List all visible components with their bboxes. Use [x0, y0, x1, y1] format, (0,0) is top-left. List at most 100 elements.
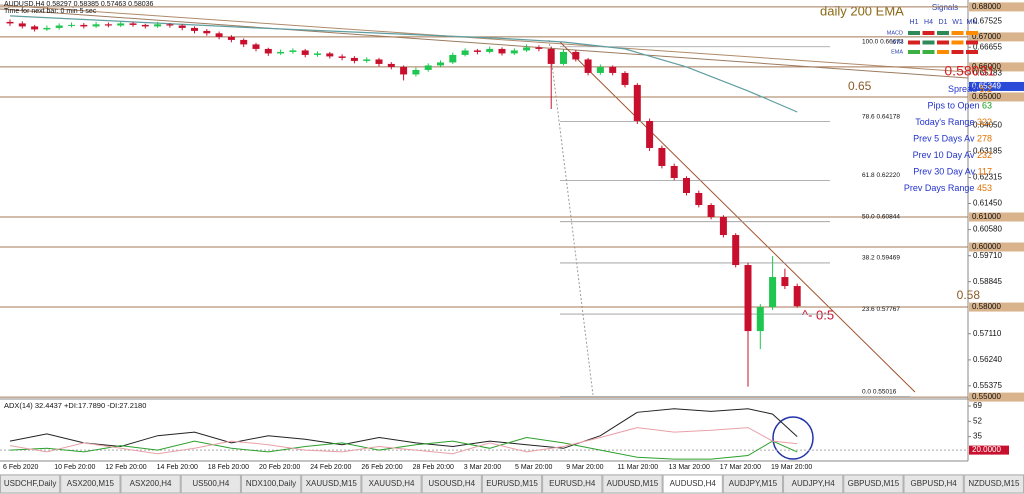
tab-label[interactable]: ASX200,M15 [67, 479, 115, 488]
candle-body [535, 47, 543, 49]
tab-background[interactable] [783, 474, 844, 494]
y-tick-label: 52 [973, 416, 982, 425]
signal-row: EMA [891, 49, 903, 55]
tab-background[interactable] [0, 474, 61, 494]
tab-background[interactable] [662, 474, 723, 494]
fib-label: 78.6 0.64178 [862, 113, 900, 120]
signal-cell [922, 40, 935, 45]
tab[interactable]: AUDUSD,M15 [602, 474, 663, 494]
candle-body [314, 53, 321, 55]
tab[interactable]: USDCHF,Daily [0, 474, 61, 494]
tab-label[interactable]: NDX100,Daily [246, 479, 296, 488]
signal-column: W1 [952, 19, 963, 26]
candle-body [670, 165, 678, 178]
tab[interactable]: AUDUSD,H4 [662, 474, 723, 494]
tab-background[interactable] [180, 474, 241, 494]
tab-label[interactable]: US500,H4 [192, 479, 229, 488]
level-box [969, 92, 1024, 102]
tab-label[interactable]: EURUSD,M15 [486, 479, 538, 488]
signal-cell [908, 40, 920, 45]
candle-body [547, 48, 555, 64]
tab-background[interactable] [542, 474, 603, 494]
tab[interactable]: AUDJPY,M15 [722, 474, 784, 494]
y-tick-label: 0.55375 [973, 381, 1002, 390]
tab-background[interactable] [120, 474, 181, 494]
level-label: 0.60000 [972, 242, 1001, 251]
candle-body [191, 27, 198, 31]
y-tick-label: 0.59710 [973, 251, 1002, 260]
candle-body [252, 44, 260, 49]
tab[interactable]: EURUSD,H4 [542, 474, 603, 494]
signal-cell [922, 31, 935, 35]
tab-label[interactable]: AUDUSD,M15 [607, 479, 659, 488]
tab[interactable]: ASX200,M15 [60, 474, 121, 494]
tab[interactable]: GBPUSD,M15 [843, 474, 904, 494]
level-box [969, 302, 1024, 312]
candle-body [461, 50, 469, 55]
tab-background[interactable] [240, 474, 302, 494]
candle-body [375, 59, 383, 64]
marker-label: 0.65349 [972, 82, 1001, 91]
info-row: Pips to Open 63 [927, 101, 992, 111]
tab[interactable]: US500,H4 [180, 474, 241, 494]
candle-body [289, 50, 297, 52]
y-tick-label: 0.56240 [973, 355, 1002, 364]
info-value: 322 [977, 117, 992, 127]
tab-label[interactable]: USOUSD,H4 [428, 479, 475, 488]
tab-label[interactable]: EURUSD,H4 [549, 479, 596, 488]
info-label: Prev 5 Days Av [913, 134, 975, 144]
signal-cell [937, 31, 949, 35]
candle-body [215, 33, 223, 37]
tab-background[interactable] [301, 474, 362, 494]
daily-ema-line [0, 4, 969, 73]
tab-label[interactable]: ASX200,H4 [130, 479, 172, 488]
tab-label[interactable]: USDCHF,Daily [4, 479, 56, 488]
candle-body [695, 192, 703, 206]
tab[interactable]: XAUUSD,M15 [301, 474, 362, 494]
tab[interactable]: EURUSD,M15 [481, 474, 543, 494]
tab-label[interactable]: AUDJPY,M15 [729, 479, 778, 488]
tab-label[interactable]: GBPUSD,H4 [911, 479, 958, 488]
tab-label[interactable]: NZDUSD,M15 [968, 479, 1020, 488]
tab[interactable]: AUDJPY,H4 [783, 474, 844, 494]
candle-body [683, 177, 690, 193]
level-box [969, 62, 1024, 72]
candle-body [437, 62, 444, 66]
candle-body [756, 307, 764, 332]
tab-background[interactable] [421, 474, 482, 494]
candle-body [240, 39, 248, 45]
tab-label[interactable]: GBPUSD,M15 [848, 479, 900, 488]
tab-background[interactable] [903, 474, 964, 494]
tab[interactable]: ASX200,H4 [120, 474, 181, 494]
tab-background[interactable] [602, 474, 663, 494]
tab[interactable]: GBPUSD,H4 [903, 474, 964, 494]
candle-body [166, 24, 174, 26]
candle-body [523, 47, 531, 51]
tab-label[interactable]: XAUUSD,M15 [306, 479, 358, 488]
tab-background[interactable] [843, 474, 904, 494]
tab[interactable]: NDX100,Daily [240, 474, 302, 494]
tab-background[interactable] [722, 474, 784, 494]
info-row: Prev Days Range 453 [904, 183, 992, 193]
tab-background[interactable] [60, 474, 121, 494]
candle-body [178, 25, 186, 28]
note: ^- 0:5 [802, 307, 834, 322]
candle-body [154, 24, 162, 27]
symbol-header: AUDUSD,H4 0.58297 0.58385 0.57463 0.5803… [4, 1, 154, 8]
signal-column: H1 [910, 19, 919, 26]
tab-background[interactable] [481, 474, 543, 494]
tab[interactable]: USOUSD,H4 [421, 474, 482, 494]
candle-body [560, 51, 567, 64]
tab[interactable]: NZDUSD,M15 [963, 474, 1024, 494]
candle-body [264, 48, 272, 54]
tab-label[interactable]: XAUUSD,H4 [369, 479, 415, 488]
candle-body [203, 30, 211, 34]
signal-column: MN [967, 19, 978, 26]
x-tick-label: 26 Feb 20:00 [361, 464, 402, 471]
y-tick-label: 0.60580 [973, 225, 1002, 234]
tab[interactable]: XAUUSD,H4 [361, 474, 422, 494]
tab-label[interactable]: AUDUSD,H4 [670, 479, 717, 488]
tab-background[interactable] [361, 474, 422, 494]
tab-label[interactable]: AUDJPY,H4 [792, 479, 836, 488]
x-tick-label: 19 Mar 20:00 [771, 464, 812, 471]
